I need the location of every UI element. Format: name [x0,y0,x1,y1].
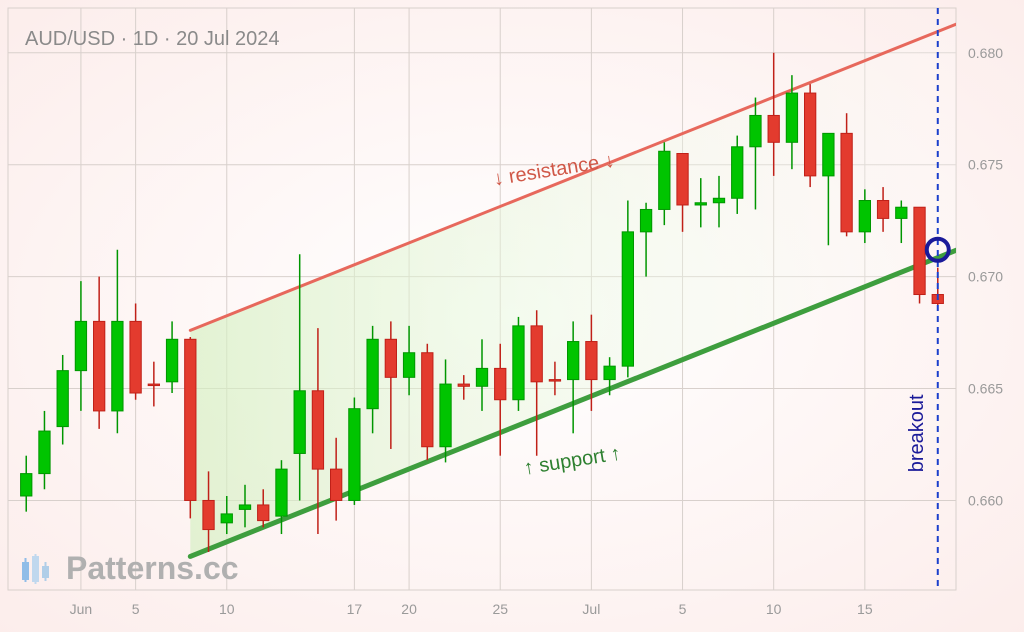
svg-text:5: 5 [132,601,140,617]
svg-text:breakout: breakout [906,394,928,472]
watermark-icon [20,554,58,584]
svg-text:10: 10 [219,601,235,617]
candlestick-chart: 0.660 0.665 0.670 0.675 0.680 Jun 5 10 17 20 25 Jul… [0,0,1024,632]
svg-text:5: 5 [679,601,687,617]
chart-container: 0.660 0.665 0.670 0.675 0.680 Jun 5 10 17 20 25 Jul… [0,0,1024,632]
svg-text:Jul: Jul [582,601,600,617]
svg-text:0.670: 0.670 [968,269,1003,285]
svg-text:0.675: 0.675 [968,157,1003,173]
watermark-text: Patterns.cc [66,550,239,587]
svg-text:Jun: Jun [70,601,93,617]
watermark: Patterns.cc [20,550,239,587]
svg-text:17: 17 [347,601,363,617]
svg-text:0.680: 0.680 [968,45,1003,61]
svg-text:0.665: 0.665 [968,381,1003,397]
svg-text:20: 20 [401,601,417,617]
svg-text:15: 15 [857,601,873,617]
chart-title: AUD/USD · 1D · 20 Jul 2024 [25,28,280,51]
svg-text:25: 25 [492,601,508,617]
svg-text:10: 10 [766,601,782,617]
svg-text:0.660: 0.660 [968,492,1003,508]
